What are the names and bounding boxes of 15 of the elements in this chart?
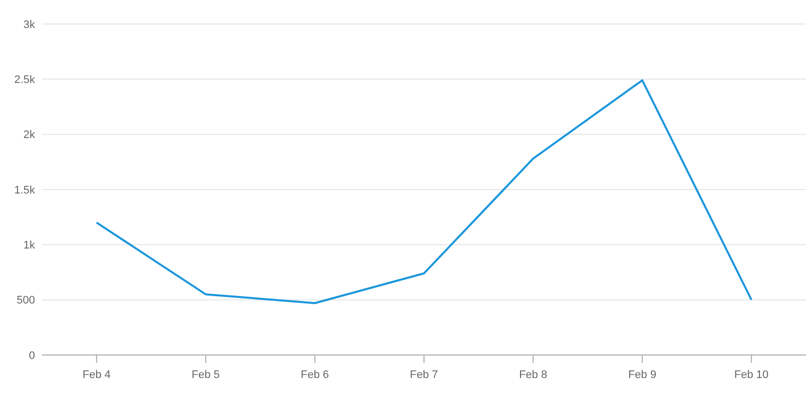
y-tick-label: 500 <box>16 294 35 307</box>
x-tick-label: Feb 7 <box>410 369 438 381</box>
y-tick-label: 3k <box>23 18 36 31</box>
x-tick-label: Feb 5 <box>192 369 220 381</box>
y-tick-label: 2.5k <box>14 74 36 86</box>
y-tick-label: 0 <box>28 350 35 362</box>
line-series <box>96 79 752 304</box>
x-tick-label: Feb 8 <box>519 369 548 381</box>
x-tick-label: Feb 10 <box>734 369 769 381</box>
y-tick-label: 2k <box>23 129 36 142</box>
y-tick-label: 1.5k <box>14 184 36 196</box>
x-tick-label: Feb 9 <box>628 369 656 381</box>
x-tick-label: Feb 6 <box>300 369 329 381</box>
y-tick-label: 1k <box>23 240 36 252</box>
x-tick-label: Feb 4 <box>82 369 111 381</box>
